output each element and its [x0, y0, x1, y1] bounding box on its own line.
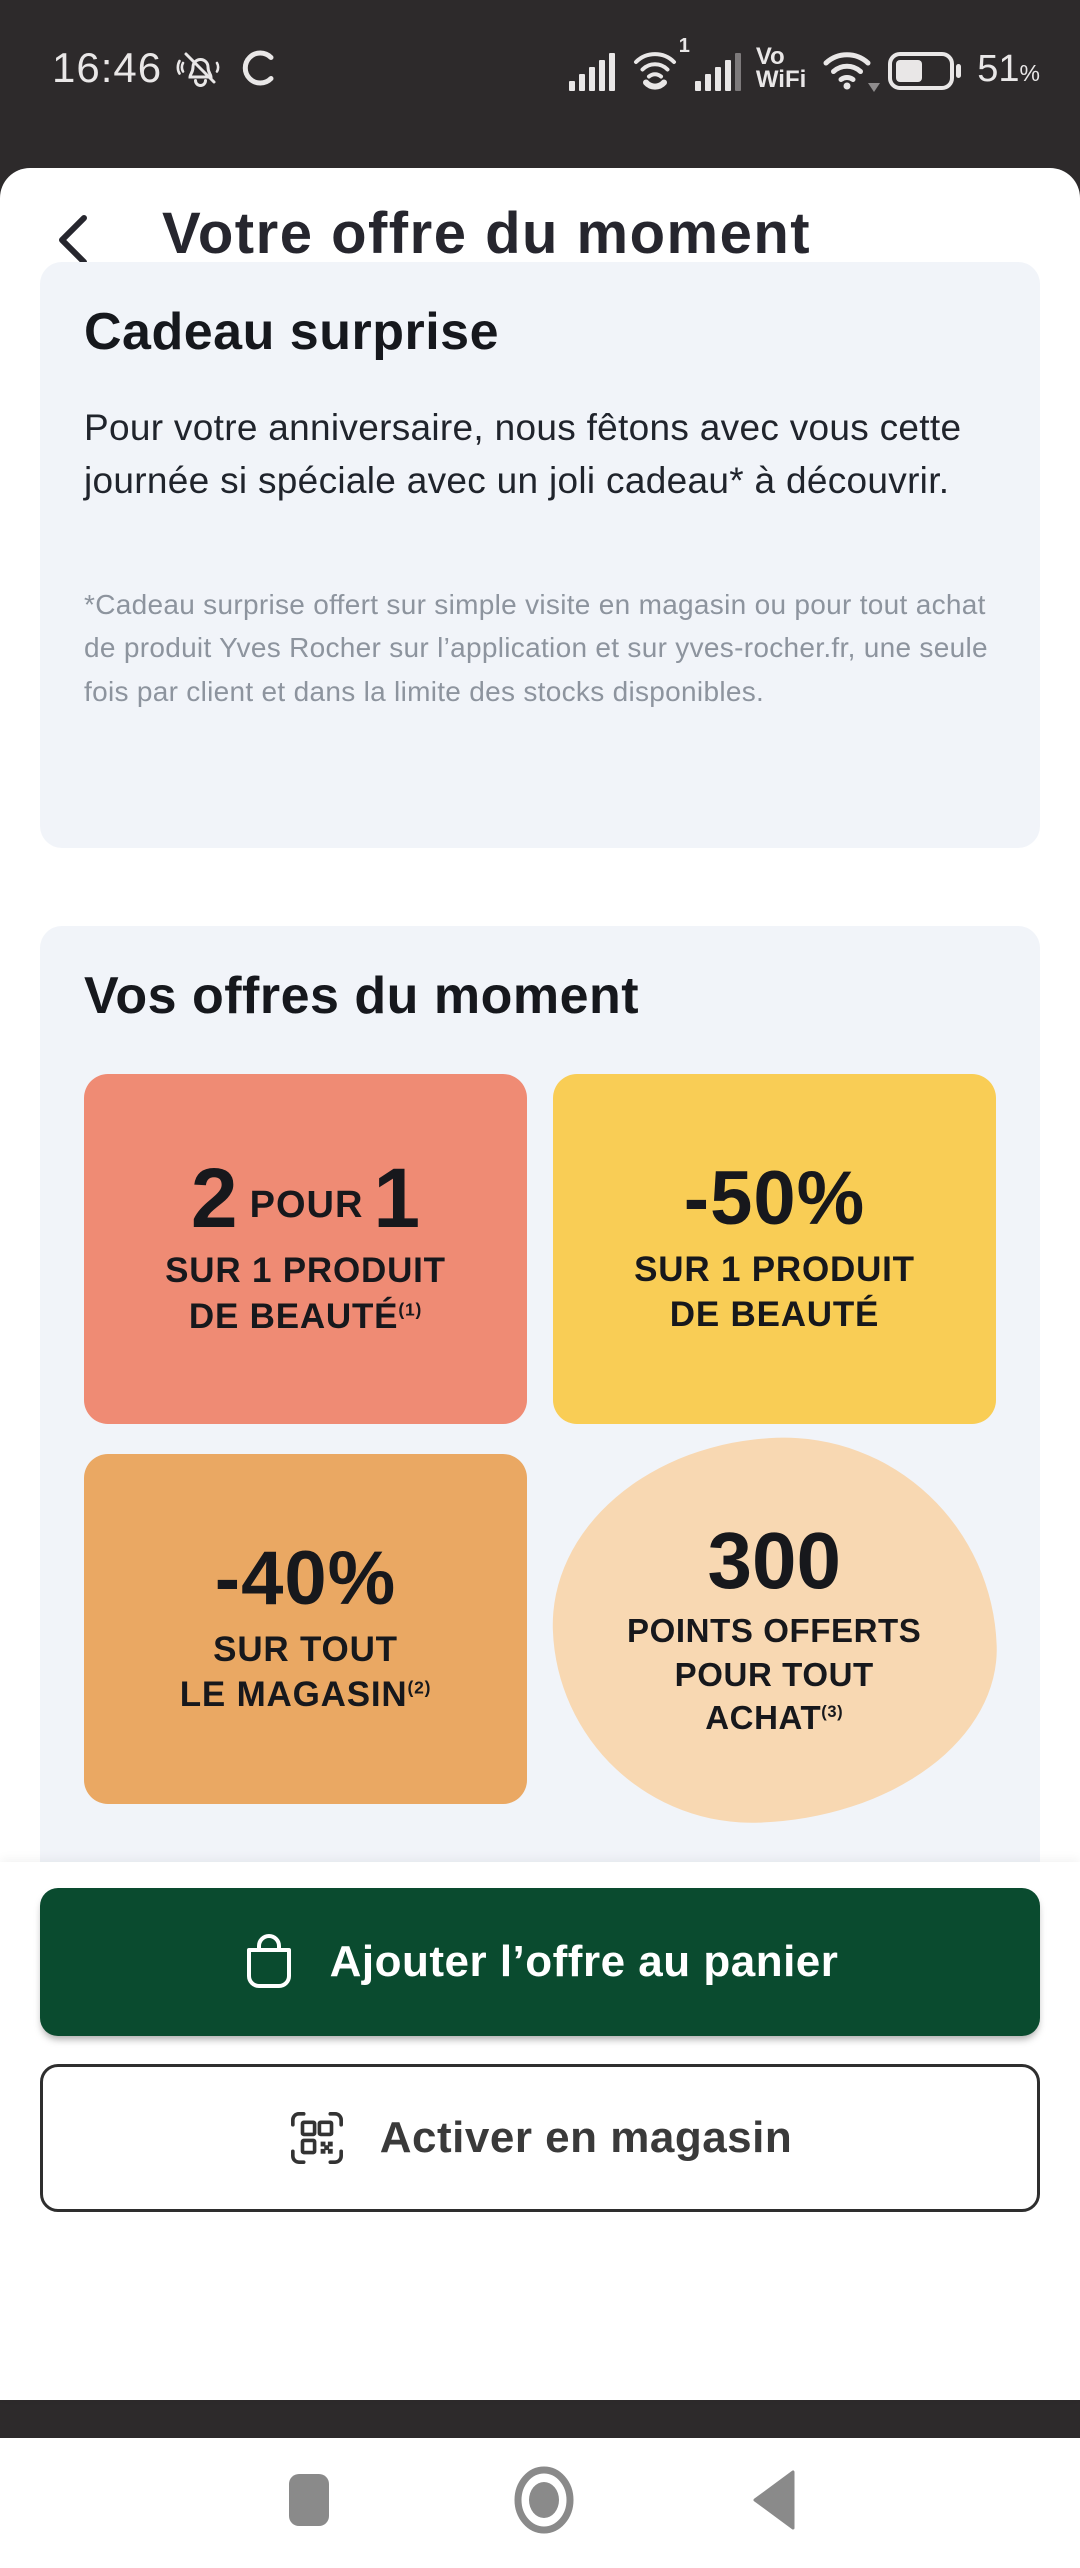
gift-card-body: Pour votre anniversaire, nous fêtons ave…: [84, 407, 962, 501]
back-button[interactable]: [46, 208, 102, 272]
home-button-icon[interactable]: [512, 2466, 576, 2534]
offer-tile-caption: SUR 1 PRODUIT DE BEAUTÉ(1): [165, 1251, 446, 1336]
battery-percent: 51%: [977, 48, 1040, 90]
activate-in-store-button[interactable]: Activer en magasin: [40, 2064, 1040, 2212]
sync-icon: [238, 47, 280, 89]
qr-scan-icon: [288, 2109, 346, 2167]
current-offers-card: Vos offres du moment 2 POUR 1 SUR 1 PROD…: [40, 926, 1080, 1926]
offer-tile-300-points[interactable]: 300 POINTS OFFERTS POUR TOUT ACHAT(3): [546, 1430, 1003, 1830]
offer-tile-caption: SUR TOUT LE MAGASIN(2): [179, 1629, 432, 1715]
offers-grid: 2 POUR 1 SUR 1 PRODUIT DE BEAUTÉ(1) -50%…: [84, 1074, 1003, 1830]
back-button-icon[interactable]: [751, 2470, 795, 2530]
offer-tile-40-off[interactable]: -40% SUR TOUT LE MAGASIN(2): [84, 1454, 527, 1804]
offers-card-title: Vos offres du moment: [84, 967, 640, 1025]
android-navigation-bar: [0, 2438, 1080, 2568]
add-offer-to-cart-label: Ajouter l’offre au panier: [329, 1937, 839, 1986]
clock: 16:46: [52, 44, 163, 91]
wifi-icon: [821, 49, 881, 92]
vowifi-label: Vo WiFi: [755, 43, 807, 93]
signal-strength-icon-sim1: [568, 51, 615, 91]
wifi-calling-icon: 1: [630, 35, 690, 91]
status-bar: 16:46: [0, 0, 1080, 168]
add-offer-to-cart-button[interactable]: Ajouter l’offre au panier: [40, 1888, 1040, 2036]
recents-button-icon[interactable]: [289, 2474, 329, 2526]
content-sheet: Votre offre du moment Cadeau surprise Po…: [0, 168, 1080, 2568]
offer-tile-50-off[interactable]: -50% SUR 1 PRODUIT DE BEAUTÉ: [553, 1074, 996, 1424]
page-title: Votre offre du moment: [162, 201, 812, 266]
signal-strength-icon-sim2: [694, 51, 741, 91]
action-footer: Ajouter l’offre au panier: [0, 1862, 1080, 2400]
gift-surprise-card: Cadeau surprise Pour votre anniversaire,…: [40, 262, 1040, 848]
gift-card-legal: *Cadeau surprise offert sur simple visit…: [84, 589, 988, 707]
gift-card-title: Cadeau surprise: [84, 303, 499, 361]
page-header: Votre offre du moment: [0, 186, 1080, 296]
offer-tile-caption: POINTS OFFERTS POUR TOUT ACHAT(3): [627, 1611, 922, 1736]
activate-in-store-label: Activer en magasin: [379, 2113, 793, 2162]
shopping-bag-icon: [242, 1932, 296, 1992]
offer-tile-2-for-1[interactable]: 2 POUR 1 SUR 1 PRODUIT DE BEAUTÉ(1): [84, 1074, 527, 1424]
battery-icon: [888, 51, 962, 91]
notifications-off-icon: [176, 46, 222, 90]
offer-tile-caption: SUR 1 PRODUIT DE BEAUTÉ: [634, 1249, 915, 1335]
